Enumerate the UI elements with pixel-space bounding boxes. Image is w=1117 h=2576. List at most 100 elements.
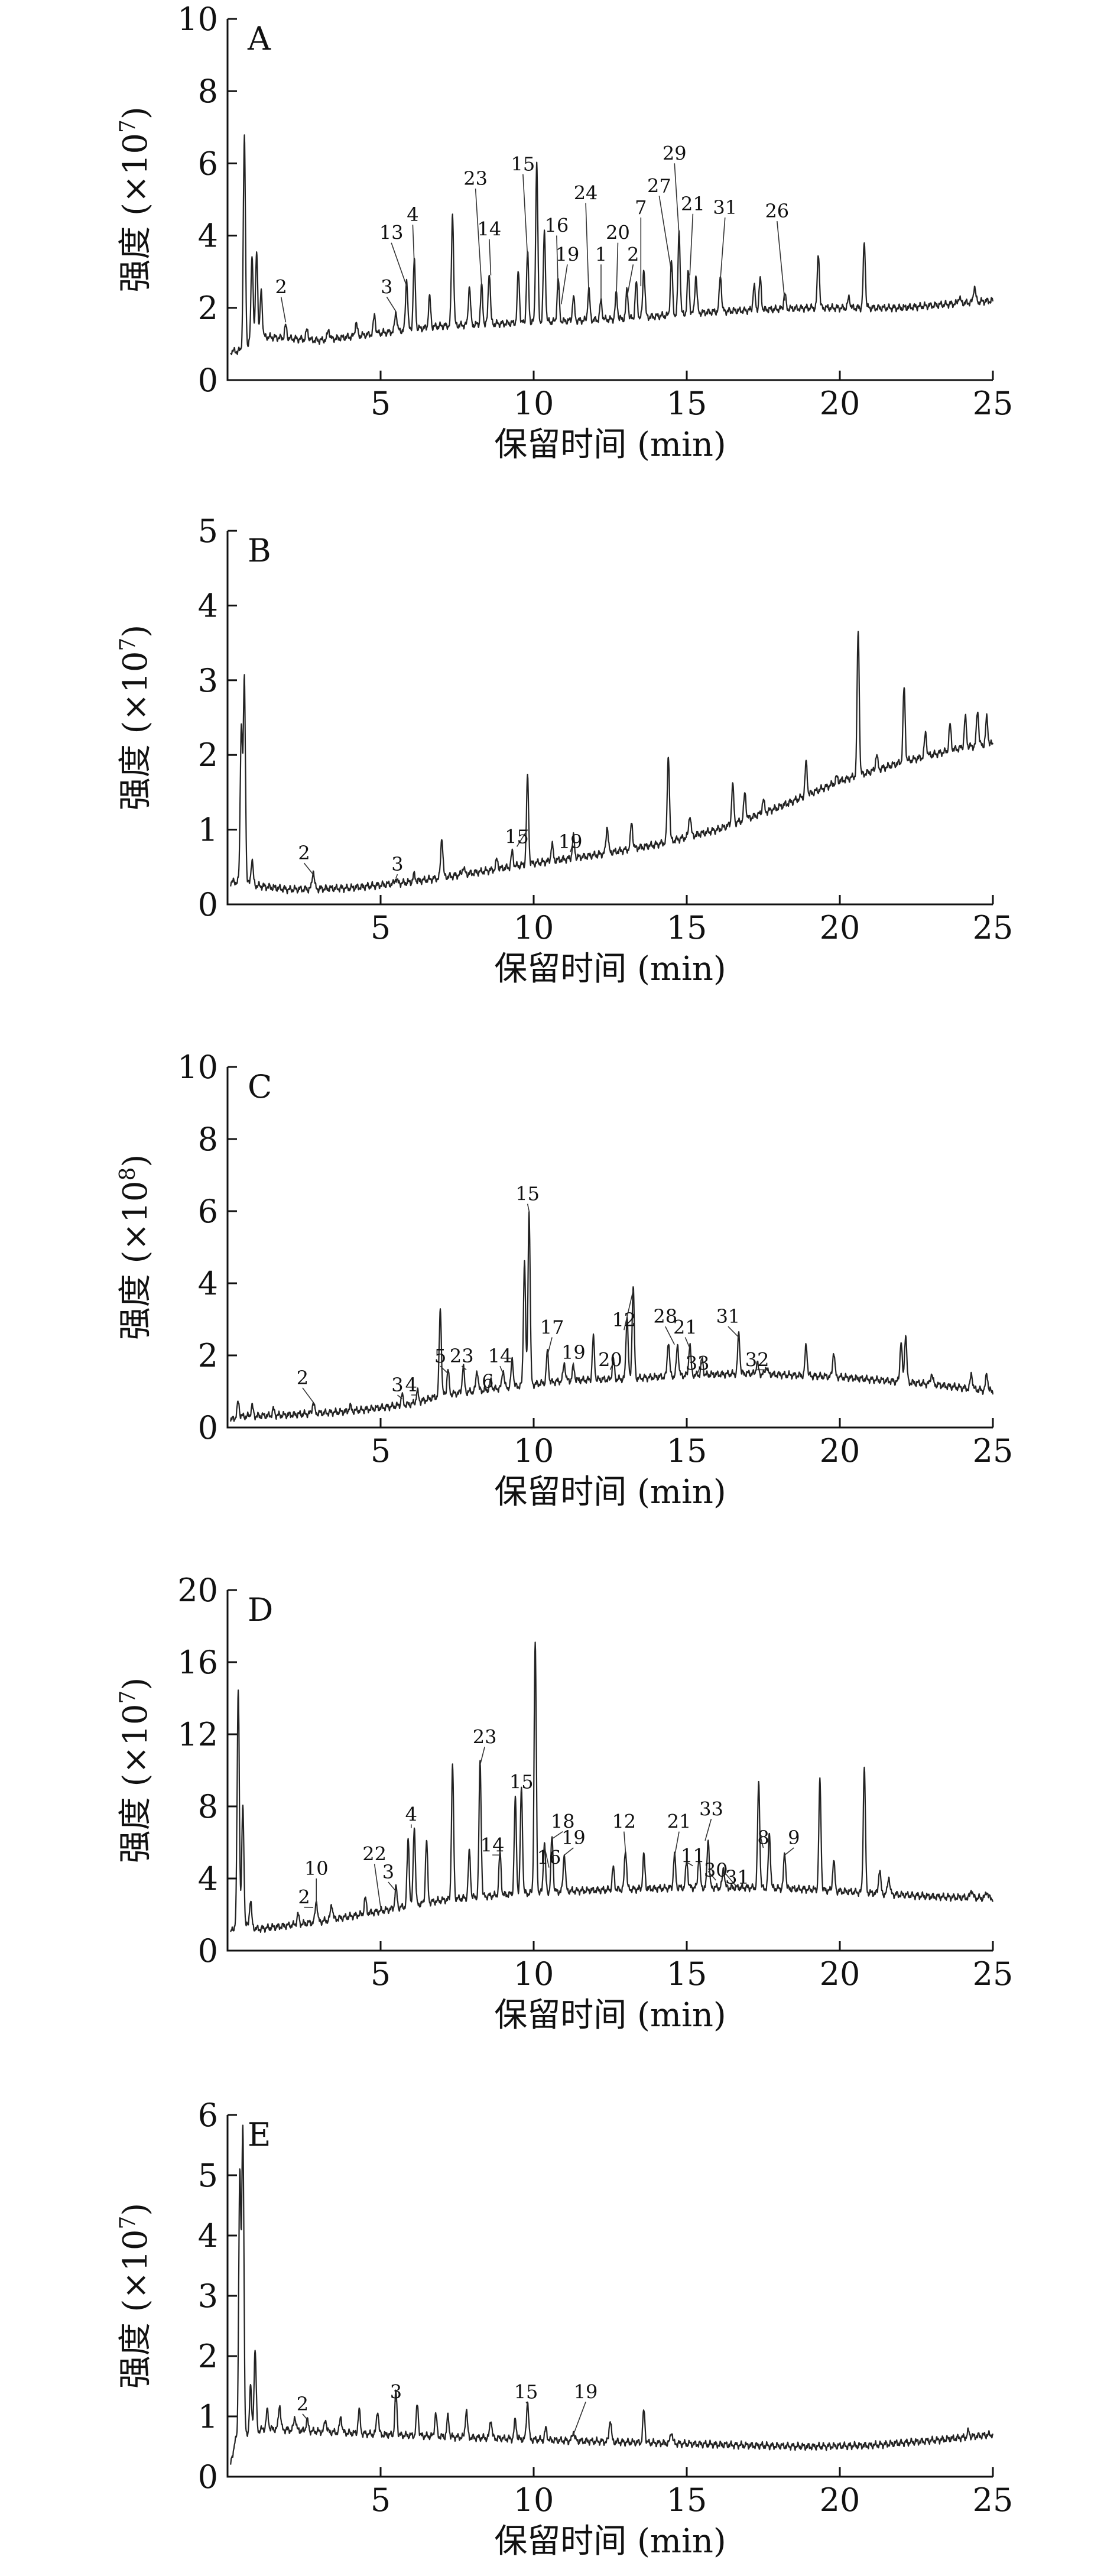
y-tick-label: 1 <box>198 812 218 849</box>
peak-leader-line <box>658 196 672 272</box>
peak-label: 19 <box>574 2380 598 2403</box>
peak-leader-line <box>391 242 407 287</box>
axes <box>226 19 993 381</box>
peak-label: 22 <box>362 1843 387 1866</box>
peak-leader-line <box>723 1871 738 1888</box>
y-axis-title-main: 强度 (×10 <box>116 133 155 293</box>
peak-leader-line <box>707 1871 716 1881</box>
peak-label: 31 <box>725 1866 749 1889</box>
peak-leader-line <box>412 225 415 265</box>
peak-leader-line <box>525 2401 528 2405</box>
peak-label: 13 <box>379 222 404 244</box>
peak-label: 19 <box>558 830 583 853</box>
y-axis-title-close: ) <box>116 1154 155 1167</box>
chromatogram-trace-e <box>230 2124 994 2465</box>
peak-leader-line <box>386 296 397 312</box>
y-tick-label: 6 <box>198 2097 218 2134</box>
y-tick-label: 2 <box>198 2338 218 2375</box>
peak-label: 4 <box>405 1803 417 1825</box>
peak-leader-line <box>674 1831 680 1857</box>
peak-leader-line <box>626 264 634 297</box>
y-tick-label: 6 <box>198 1193 218 1230</box>
peak-leader-line <box>704 1819 712 1841</box>
peak-leader-line <box>461 1365 467 1371</box>
y-tick-label: 4 <box>198 1265 218 1302</box>
axes <box>226 1067 993 1429</box>
x-tick-label: 20 <box>820 385 861 422</box>
peak-label: 21 <box>681 193 705 215</box>
x-tick-label: 20 <box>820 909 861 946</box>
peak-label: 20 <box>598 1348 622 1371</box>
peak-label: 7 <box>635 196 647 219</box>
chart-panel-b: 0 1 2 3 4 5 5 10 15 20 25 B 保留时间 (min) 强度 (×107) 2 3 15 1… <box>116 512 1013 988</box>
peak-leader-line <box>388 1881 397 1892</box>
peak-label: 24 <box>574 182 598 205</box>
x-tick-label: 25 <box>973 909 1014 946</box>
peak-leader-line <box>487 1380 492 1392</box>
peak-label: 3 <box>391 853 403 875</box>
peak-leader-line <box>522 174 528 258</box>
peak-leader-line <box>395 874 398 879</box>
x-axis-title: 保留时间 (min) <box>494 2522 726 2561</box>
x-tick-label: 15 <box>667 909 707 946</box>
peak-leader-line <box>665 1326 675 1345</box>
peak-leader-line <box>547 1337 553 1356</box>
y-tick-label: 0 <box>198 1932 218 1970</box>
y-axis-title-main: 强度 (×10 <box>116 2229 155 2389</box>
peak-leader-line <box>573 2402 586 2435</box>
peak-leader-line <box>280 297 287 323</box>
peak-leader-line <box>303 862 314 875</box>
peak-label: 21 <box>673 1316 697 1338</box>
peak-label: 15 <box>505 825 529 848</box>
peak-leader-line <box>720 217 726 279</box>
y-axis-title: 强度 (×107) <box>116 106 155 293</box>
peak-leader-line <box>374 1864 381 1907</box>
peak-leader-line <box>609 1362 614 1370</box>
peak-leader-line <box>544 1845 550 1868</box>
peak-label: 19 <box>561 1826 586 1849</box>
y-tick-label: 16 <box>177 1644 218 1681</box>
peak-label: 16 <box>544 214 569 236</box>
y-tick-label: 8 <box>198 1121 218 1158</box>
peak-leader-line <box>302 1387 314 1403</box>
peak-label: 2 <box>298 1886 310 1909</box>
x-tick-label: 15 <box>667 1955 707 1993</box>
x-tick-label: 25 <box>973 1955 1014 1993</box>
x-tick-label: 25 <box>973 385 1014 422</box>
peak-leader-line <box>440 1365 449 1374</box>
peak-leader-line <box>624 1290 634 1331</box>
y-tick-label: 8 <box>198 73 218 110</box>
peak-leader-line <box>585 203 590 294</box>
y-tick-label: 12 <box>177 1716 218 1753</box>
peak-label: 11 <box>681 1845 705 1867</box>
peak-label: 14 <box>488 1345 512 1367</box>
y-tick-label: 0 <box>198 1409 218 1446</box>
peak-leader-line <box>479 1747 485 1766</box>
peak-label: 28 <box>653 1305 677 1328</box>
y-tick-label: 4 <box>198 1860 218 1897</box>
axes <box>226 1590 993 1952</box>
peak-label: 33 <box>686 1352 710 1374</box>
peak-label: 9 <box>788 1826 800 1849</box>
y-axis-title-exponent: 7 <box>116 638 140 651</box>
peak-leader-line <box>686 1861 693 1867</box>
x-tick-label: 5 <box>371 385 391 422</box>
x-axis-title: 保留时间 (min) <box>494 1473 726 1511</box>
peak-leader-line <box>697 1362 703 1374</box>
x-tick-label: 5 <box>371 1955 391 1993</box>
x-tick-label: 20 <box>820 1955 861 1993</box>
panel-label: C <box>248 1068 272 1105</box>
x-tick-label: 20 <box>820 1432 861 1469</box>
peak-label: 23 <box>463 167 488 190</box>
peak-label: 17 <box>540 1316 564 1338</box>
peak-label: 4 <box>407 203 418 226</box>
panel-label: A <box>247 20 271 57</box>
peak-label: 14 <box>478 218 502 241</box>
y-tick-label: 5 <box>198 2157 218 2194</box>
panel-label: E <box>248 2116 271 2153</box>
y-tick-label: 0 <box>198 2458 218 2496</box>
y-tick-label: 1 <box>198 2398 218 2435</box>
x-tick-label: 10 <box>514 1432 554 1469</box>
peak-label: 8 <box>757 1826 769 1849</box>
